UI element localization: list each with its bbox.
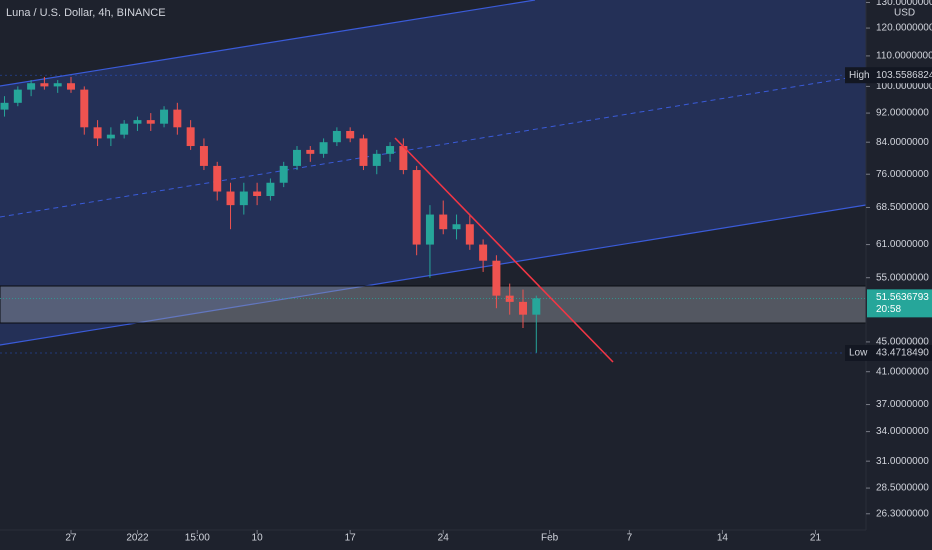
candle-body <box>492 260 501 296</box>
support-zone <box>0 285 867 324</box>
candle-body <box>425 214 434 245</box>
price-marker-value: 103.5586824 <box>876 70 932 81</box>
trend-line <box>394 137 614 363</box>
candle-body <box>199 146 208 166</box>
candle-body <box>332 130 341 143</box>
y-tick-label: 61.0000000 <box>876 239 929 250</box>
y-tick-label: 76.0000000 <box>876 169 929 180</box>
y-tick-label: 28.5000000 <box>876 483 929 494</box>
candle-body <box>40 83 49 87</box>
last-price-countdown: 20:58 <box>876 304 901 315</box>
y-tick-label: 120.0000000 <box>876 23 932 34</box>
y-tick-label: 110.0000000 <box>876 51 932 62</box>
y-tick-label: 26.3000000 <box>876 508 929 519</box>
y-tick-label: 92.0000000 <box>876 108 929 119</box>
price-marker-tag <box>845 344 932 361</box>
x-tick-label: 2022 <box>126 533 149 544</box>
x-tick-label: 24 <box>438 533 450 544</box>
candle-body <box>319 142 328 154</box>
candle-body <box>253 191 262 196</box>
candles <box>0 76 541 353</box>
y-tick-label: 68.5000000 <box>876 202 929 213</box>
price-marker-name: High <box>849 70 870 81</box>
y-tick-label: 31.0000000 <box>876 456 929 467</box>
candle-body <box>399 146 408 171</box>
x-tick-label: 10 <box>252 533 264 544</box>
y-tick-label: 84.0000000 <box>876 137 929 148</box>
last-price-tag <box>867 289 932 318</box>
candle-body <box>412 170 421 245</box>
candle-body <box>53 83 62 87</box>
price-marker-name: Low <box>849 348 868 359</box>
x-tick-label: Feb <box>541 533 559 544</box>
candle-body <box>226 191 235 206</box>
y-tick-label: 34.0000000 <box>876 426 929 437</box>
candle-body <box>173 109 182 128</box>
channel-upper <box>0 0 536 87</box>
candle-body <box>452 224 461 230</box>
candle-body <box>239 191 248 206</box>
y-tick-label: 100.0000000 <box>876 81 932 92</box>
y-tick-label: 41.0000000 <box>876 366 929 377</box>
candle-body <box>80 89 89 128</box>
y-tick-label: 37.0000000 <box>876 399 929 410</box>
candle-body <box>266 182 275 196</box>
candle-body <box>306 149 315 154</box>
candle-body <box>293 149 301 166</box>
candle-body <box>465 224 474 245</box>
y-tick-label: 130.0000000 <box>876 0 932 8</box>
price-marker-value: 43.4718490 <box>876 348 929 359</box>
candle-body <box>0 102 9 110</box>
candle-body <box>27 83 36 90</box>
candle-body <box>346 130 355 139</box>
candle-body <box>213 165 222 192</box>
candle-body <box>479 244 488 261</box>
x-tick-label: 21 <box>810 533 822 544</box>
candle-body <box>359 138 368 166</box>
y-tick-label: 55.0000000 <box>876 272 929 283</box>
candle-body <box>133 120 142 124</box>
y-unit: USD <box>894 8 915 19</box>
candle-body <box>146 120 155 124</box>
candle-body <box>93 127 102 139</box>
candle-body <box>106 134 115 139</box>
price-marker-tag <box>845 67 932 84</box>
x-tick-label: 7 <box>627 533 633 544</box>
channel-fill <box>0 0 866 345</box>
y-tick-label: 45.0000000 <box>876 337 929 348</box>
candle-body <box>186 127 195 147</box>
channel-middle <box>0 74 867 218</box>
x-tick-label: 17 <box>345 533 357 544</box>
x-tick-label: 14 <box>717 533 729 544</box>
candle-body <box>120 123 129 135</box>
candle-body <box>279 165 288 183</box>
candle-body <box>505 295 514 302</box>
candle-body <box>67 83 75 90</box>
candle-body <box>160 109 169 124</box>
x-tick-label: 27 <box>65 533 77 544</box>
last-price-label: 51.5636793 <box>876 292 929 303</box>
channel-lower <box>0 204 867 346</box>
candle-body <box>372 153 381 166</box>
chart-title: Luna / U.S. Dollar, 4h, BINANCE <box>6 7 166 19</box>
candle-body <box>519 301 527 315</box>
candle-body <box>13 89 22 103</box>
x-tick-label: 15:00 <box>185 533 210 544</box>
candle-body <box>386 146 395 154</box>
candle-body <box>532 298 541 315</box>
candle-body <box>439 214 448 230</box>
